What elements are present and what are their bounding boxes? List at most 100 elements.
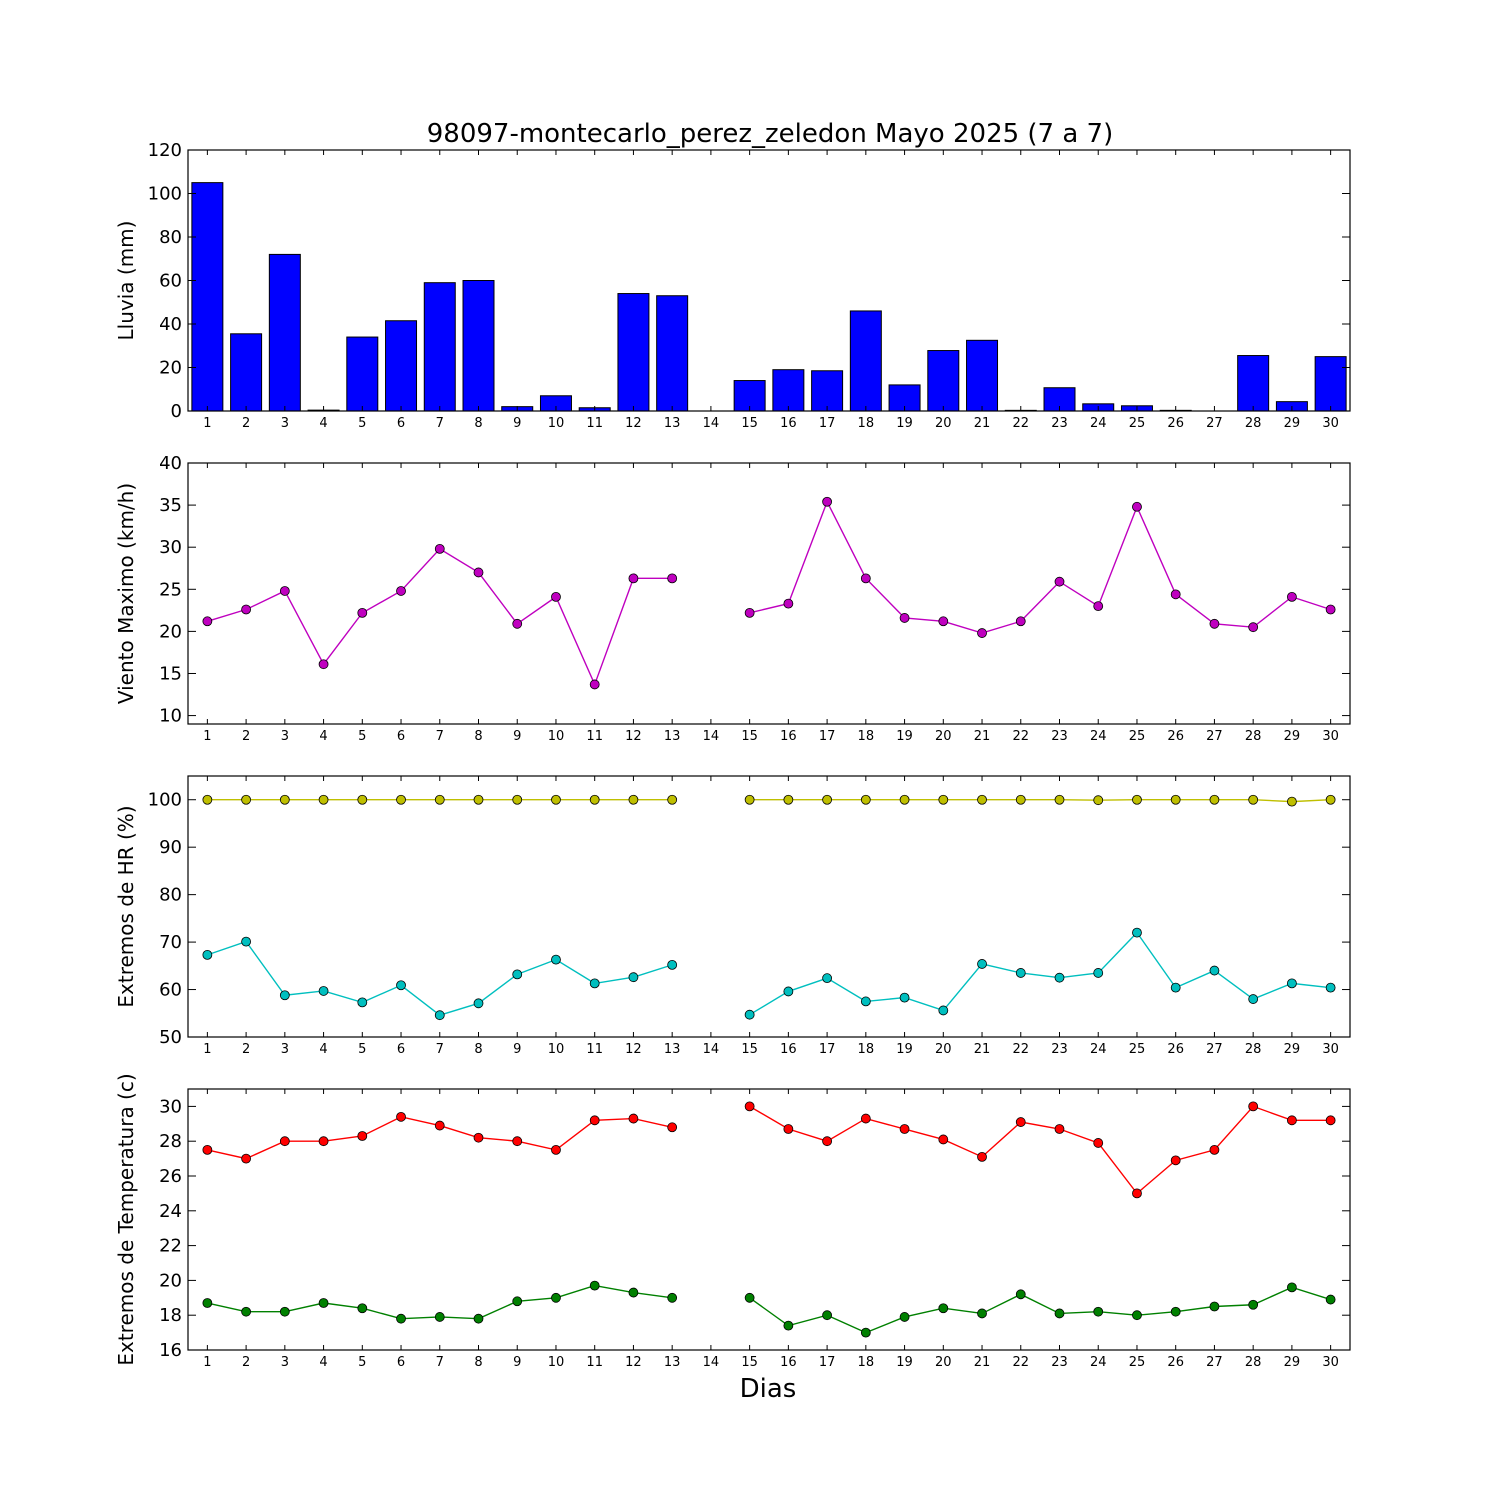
point-day-24 xyxy=(1093,601,1104,612)
point-day-18 xyxy=(860,996,871,1007)
x-tick-label: 12 xyxy=(625,1355,642,1370)
x-tick-label: 4 xyxy=(319,729,327,744)
x-tick-label: 27 xyxy=(1206,416,1223,431)
bar-day-18 xyxy=(849,310,882,412)
point-day-13 xyxy=(667,1292,678,1303)
panel-viento: 1 2 3 4 5 6 7 8 9 10 11 12 13 14 15 16 17 18 19 20 21 22 23 24 2… xyxy=(114,453,1351,744)
x-tick-label: 28 xyxy=(1245,1355,1262,1370)
point-day-6 xyxy=(396,586,406,596)
x-tick-label: 28 xyxy=(1245,1042,1262,1057)
x-tick-label: 7 xyxy=(436,416,444,431)
x-tick-label: 17 xyxy=(819,729,836,744)
y-tick-label: 80 xyxy=(159,885,182,906)
bar-day-28 xyxy=(1237,355,1270,412)
x-tick-label: 6 xyxy=(397,729,405,744)
point-day-25 xyxy=(1132,1310,1142,1321)
y-tick-label: 0 xyxy=(171,401,182,422)
point-day-18 xyxy=(860,1113,871,1124)
point-day-10 xyxy=(551,1145,561,1155)
point-day-26 xyxy=(1170,982,1181,993)
point-day-19 xyxy=(899,1312,910,1322)
y-tick-label: 20 xyxy=(159,621,182,642)
bar-day-13 xyxy=(656,295,689,412)
x-tick-label: 30 xyxy=(1322,1355,1339,1370)
y-tick-label: 16 xyxy=(159,1340,182,1361)
point-day-1 xyxy=(202,950,213,960)
point-day-25 xyxy=(1132,927,1142,938)
point-day-12 xyxy=(628,972,639,983)
point-day-26 xyxy=(1170,1155,1181,1166)
point-day-6 xyxy=(396,980,406,991)
x-tick-label: 20 xyxy=(935,1042,952,1057)
x-tick-label: 1 xyxy=(203,1042,211,1057)
x-tick-label: 20 xyxy=(935,416,952,431)
bar-day-15 xyxy=(733,380,766,412)
point-day-5 xyxy=(357,607,368,618)
point-day-22 xyxy=(1015,1117,1026,1127)
x-tick-label: 2 xyxy=(242,729,250,744)
x-tick-label: 10 xyxy=(548,1042,565,1057)
point-day-2 xyxy=(241,794,252,805)
point-day-28 xyxy=(1248,1101,1259,1112)
x-tick-label: 17 xyxy=(819,1355,836,1370)
point-day-23 xyxy=(1054,972,1065,983)
x-axis-label: Dias xyxy=(740,1374,797,1404)
y-tick-label: 26 xyxy=(159,1166,182,1187)
series-1 xyxy=(202,1101,1336,1199)
y-tick-label: 40 xyxy=(159,453,182,474)
x-tick-label: 26 xyxy=(1167,729,1184,744)
point-day-12 xyxy=(628,1113,639,1124)
point-day-1 xyxy=(202,1145,213,1155)
point-day-2 xyxy=(241,604,252,615)
y-tick-label: 30 xyxy=(159,1096,182,1117)
point-day-17 xyxy=(822,794,832,805)
point-day-21 xyxy=(977,1308,987,1319)
bar-day-21 xyxy=(966,339,999,412)
x-tick-label: 21 xyxy=(974,416,991,431)
point-day-5 xyxy=(357,1131,368,1141)
y-axis-label: Extremos de Temperatura (c) xyxy=(114,1073,138,1365)
x-tick-label: 18 xyxy=(858,1355,875,1370)
x-tick-label: 13 xyxy=(664,729,681,744)
x-tick-label: 10 xyxy=(548,729,565,744)
point-day-1 xyxy=(202,616,213,627)
x-tick-label: 9 xyxy=(513,1042,521,1057)
point-day-7 xyxy=(434,1312,445,1322)
y-tick-label: 60 xyxy=(159,980,182,1001)
x-tick-label: 25 xyxy=(1129,416,1146,431)
point-day-17 xyxy=(822,496,832,507)
point-day-29 xyxy=(1287,1282,1297,1293)
series-line xyxy=(207,499,1331,687)
point-day-10 xyxy=(551,954,561,965)
point-day-4 xyxy=(318,1298,329,1308)
point-day-29 xyxy=(1287,1115,1297,1126)
y-tick-label: 20 xyxy=(159,1270,182,1291)
x-tick-label: 5 xyxy=(358,1355,366,1370)
x-tick-label: 15 xyxy=(741,1042,758,1057)
y-tick-label: 60 xyxy=(159,271,182,292)
subplots: 1 2 3 4 5 6 7 8 9 10 11 12 13 14 15 16 17 18 19 20 21 22 23 24 2… xyxy=(114,140,1351,1370)
bar-day-30 xyxy=(1314,356,1347,412)
y-tick-label: 35 xyxy=(159,495,182,516)
x-tick-label: 16 xyxy=(780,416,797,431)
point-day-24 xyxy=(1093,1138,1104,1148)
point-day-13 xyxy=(667,573,678,584)
point-day-17 xyxy=(822,973,832,984)
series-line xyxy=(207,1284,1331,1334)
point-day-16 xyxy=(783,598,794,609)
y-tick-label: 40 xyxy=(159,314,182,335)
series-1 xyxy=(202,794,1336,807)
point-day-22 xyxy=(1015,968,1026,978)
y-tick-label: 80 xyxy=(159,227,182,248)
bar-day-8 xyxy=(462,280,495,412)
point-day-27 xyxy=(1209,1301,1220,1312)
x-tick-label: 2 xyxy=(242,1355,250,1370)
point-day-6 xyxy=(396,1111,406,1122)
point-day-12 xyxy=(628,794,639,805)
x-tick-label: 24 xyxy=(1090,729,1107,744)
x-tick-label: 21 xyxy=(974,1355,991,1370)
x-tick-label: 22 xyxy=(1012,1042,1029,1057)
point-day-9 xyxy=(512,794,523,805)
axes-frame xyxy=(187,1088,1351,1351)
x-tick-label: 3 xyxy=(281,1355,289,1370)
